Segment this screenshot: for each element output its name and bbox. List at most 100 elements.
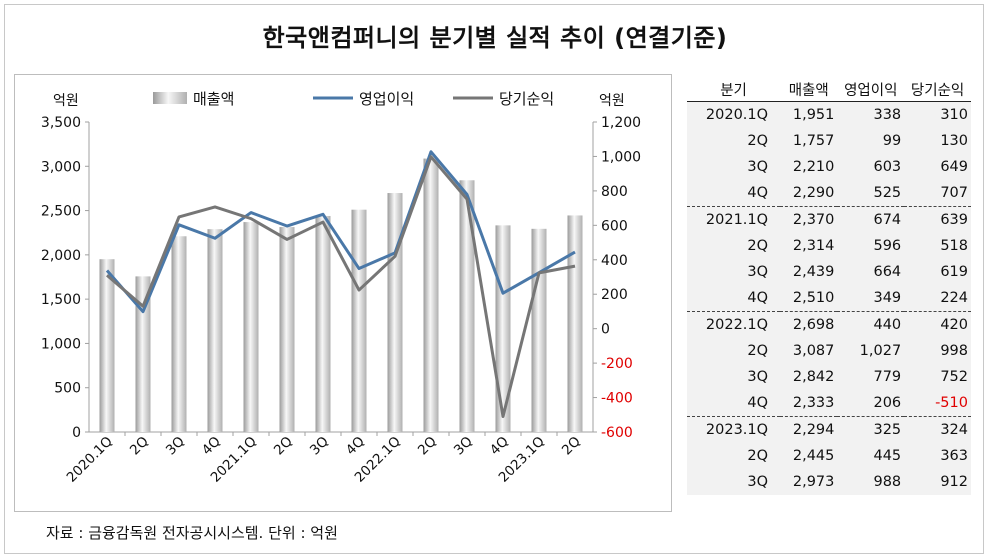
table-value-cell: 619 — [940, 264, 968, 280]
table-value-cell: 1,027 — [859, 343, 902, 359]
table-quarter-cell: 3Q — [747, 159, 769, 175]
table-value-cell: 912 — [940, 474, 968, 490]
table-quarter-cell: 3Q — [747, 369, 769, 385]
table-value-cell: 420 — [904, 311, 971, 338]
table-value-cell: 445 — [873, 448, 902, 464]
table-value-cell: 349 — [873, 290, 902, 306]
table-header-row: 분기 매출액 영업이익 당기순익 — [687, 77, 971, 102]
x-tick-label: 2Q — [559, 434, 584, 459]
table-value-cell: 518 — [940, 238, 968, 254]
right-tick-label: 200 — [601, 287, 628, 303]
bar-revenue — [99, 259, 115, 432]
table-value-cell: 674 — [837, 206, 905, 233]
left-tick-label: 500 — [54, 381, 81, 397]
x-tick-label: 3Q — [307, 434, 332, 459]
left-tick-label: 2,500 — [41, 204, 81, 220]
data-table: 분기 매출액 영업이익 당기순익 2020.1Q 1,951 338 310 2Q 1,757 9… — [687, 77, 971, 495]
bar-revenue — [279, 227, 295, 432]
table-value-cell: 130 — [940, 133, 968, 149]
table-quarter-cell: 4Q — [747, 185, 769, 201]
right-tick-label: 800 — [601, 184, 628, 200]
bar-revenue — [243, 222, 259, 432]
table-value-cell: 707 — [940, 185, 968, 201]
table-quarter-cell: 2Q — [747, 133, 769, 149]
table-value-cell: 224 — [940, 290, 968, 306]
table-value-cell: -510 — [935, 395, 968, 411]
right-tick-label: 400 — [601, 253, 628, 269]
table-row: 3Q 2,210 603 649 — [687, 154, 971, 180]
table-row: 2021.1Q 2,370 674 639 — [687, 206, 971, 233]
legend-label: 매출액 — [193, 90, 234, 108]
left-tick-label: 3,500 — [41, 115, 81, 131]
right-tick-label: 0 — [601, 322, 610, 338]
bar-revenue — [351, 209, 367, 432]
table-value-cell: 988 — [873, 474, 902, 490]
bar-revenue — [495, 225, 511, 432]
table-value-cell: 310 — [940, 107, 968, 123]
table-row: 3Q 2,973 988 912 — [687, 469, 971, 495]
table-quarter-cell: 2021.1Q — [687, 206, 781, 233]
source-note: 자료 : 금융감독원 전자공시시스템. 단위 : 억원 — [46, 524, 338, 542]
table-value-cell: 596 — [873, 238, 902, 254]
table-value-cell: 2,510 — [792, 290, 835, 306]
table-quarter-cell: 2Q — [747, 343, 769, 359]
table-row: 2Q 1,757 99 130 — [687, 128, 971, 154]
left-tick-label: 2,000 — [41, 248, 81, 264]
bar-revenue — [387, 193, 403, 432]
right-tick-label: -400 — [601, 391, 633, 407]
table-body: 2020.1Q 1,951 338 310 2Q 1,757 99 130 3Q 2,210 603… — [687, 102, 971, 496]
x-tick-label: 2Q — [415, 434, 440, 459]
legend-label: 영업이익 — [359, 90, 414, 108]
right-tick-label: -200 — [601, 356, 633, 372]
left-axis-unit: 억원 — [53, 93, 79, 109]
left-tick-label: 0 — [72, 425, 81, 441]
table-value-cell: 2,698 — [780, 311, 838, 338]
table-value-cell: 2,842 — [792, 369, 835, 385]
x-tick-label: 2Q — [271, 434, 296, 459]
table-value-cell: 3,087 — [792, 343, 835, 359]
x-tick-label: 4Q — [343, 434, 368, 459]
right-tick-label: 1,200 — [601, 115, 641, 131]
table-value-cell: 2,333 — [792, 395, 835, 411]
bar-revenue — [171, 236, 187, 432]
table-row: 2Q 2,314 596 518 — [687, 233, 971, 259]
chart-legend: 매출액 영업이익 당기순익 — [153, 90, 554, 108]
table-row: 2022.1Q 2,698 440 420 — [687, 311, 971, 338]
table-value-cell: 2,290 — [792, 185, 835, 201]
table-row: 4Q 2,333 206 -510 — [687, 390, 971, 417]
table-value-cell: 664 — [873, 264, 902, 280]
bar-revenue — [135, 276, 151, 432]
table-value-cell: 2,314 — [792, 238, 835, 254]
x-tick-label: 4Q — [199, 434, 224, 459]
x-tick-label: 3Q — [163, 434, 188, 459]
table-value-cell: 206 — [873, 395, 902, 411]
table-value-cell: 2,370 — [780, 206, 838, 233]
bar-revenue — [459, 180, 475, 432]
left-tick-label: 3,000 — [41, 159, 81, 175]
table-header-cell: 당기순익 — [904, 77, 971, 102]
x-tick-label: 2Q — [127, 434, 152, 459]
line-net-income — [106, 155, 576, 418]
right-tick-label: 1,000 — [601, 149, 641, 165]
chart-area: 매출액 영업이익 당기순익 0 500 1,000 1,500 2,000 2,500 3,00… — [14, 74, 672, 512]
bar-revenue — [315, 215, 331, 432]
table-value-cell: 525 — [873, 185, 902, 201]
outer-frame — [4, 4, 984, 554]
right-tick-label: 600 — [601, 218, 628, 234]
table-value-cell: 1,757 — [792, 133, 835, 149]
table-row: 3Q 2,842 779 752 — [687, 364, 971, 390]
table-row: 2Q 3,087 1,027 998 — [687, 338, 971, 364]
table-header-cell: 분기 — [687, 77, 781, 102]
table-value-cell: 440 — [837, 311, 905, 338]
line-operating-profit — [105, 150, 576, 314]
table-value-cell: 324 — [904, 416, 971, 443]
bar-revenue — [207, 229, 223, 432]
table-value-cell: 1,951 — [792, 107, 835, 123]
table-value-cell: 2,973 — [792, 474, 835, 490]
table-value-cell: 2,445 — [792, 448, 835, 464]
table-row: 2023.1Q 2,294 325 324 — [687, 416, 971, 443]
x-tick-label: 2020.1Q — [64, 434, 116, 486]
table-value-cell: 363 — [940, 448, 968, 464]
left-tick-label: 1,000 — [41, 336, 81, 352]
table-header-cell: 매출액 — [780, 77, 838, 102]
